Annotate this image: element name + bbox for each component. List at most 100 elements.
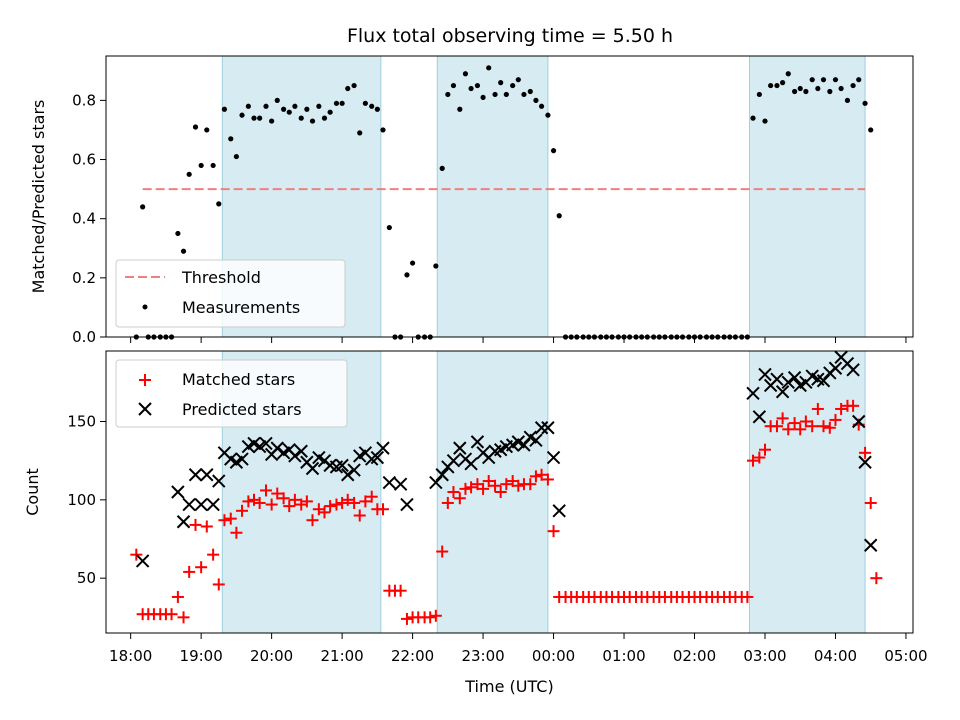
measurement-point-34 (333, 100, 340, 106)
matched-point-115 (806, 420, 819, 433)
measurement-point-108 (768, 82, 774, 89)
measurement-point-51 (433, 263, 439, 269)
matched-point-24 (271, 487, 284, 500)
measurement-point-32 (321, 115, 328, 121)
measurement-point-72 (556, 213, 562, 219)
matched-point-25 (277, 492, 290, 505)
measurement-point-24 (274, 97, 280, 103)
measurement-point-47 (409, 260, 416, 266)
measurement-point-68 (533, 97, 539, 103)
count-panel-frame (105, 350, 914, 634)
matched-point-68 (529, 470, 542, 483)
measurement-point-38 (357, 130, 363, 136)
measurement-point-55 (457, 106, 463, 112)
top-ytick-label-0: 0.0 (72, 328, 96, 346)
matched-point-71 (547, 525, 560, 538)
bottom-xtick-label-4: 22:00 (391, 647, 434, 665)
measurement-point-13 (210, 162, 216, 169)
measurement-point-64 (510, 82, 516, 89)
matched-point-22 (259, 484, 272, 497)
matched-point-56 (459, 482, 472, 495)
measurement-point-14 (216, 201, 222, 207)
predicted-point-37 (382, 475, 397, 490)
predicted-point-22 (294, 444, 308, 458)
predicted-point-58 (534, 421, 549, 435)
measurement-point-33 (327, 109, 333, 115)
measurement-point-62 (498, 80, 504, 86)
measurement-point-37 (351, 82, 357, 89)
matched-point-10 (189, 518, 202, 531)
legend-predicted-label: Predicted stars (182, 400, 302, 419)
matched-point-54 (447, 486, 460, 498)
measurement-point-71 (550, 148, 557, 154)
matched-point-65 (512, 479, 525, 492)
measurement-point-21 (257, 115, 263, 121)
predicted-point-35 (370, 450, 385, 465)
predicted-point-61 (552, 504, 566, 518)
matched-point-112 (788, 417, 801, 430)
measurement-point-52 (439, 165, 445, 171)
top-ytick-label-4: 0.8 (72, 91, 96, 109)
matched-point-12 (200, 520, 213, 533)
predicted-point-0 (135, 554, 150, 568)
measurement-point-115 (809, 77, 815, 83)
x-axis-ticks-bottom: 18:00 19:00 20:00 21:00 22:00 23:00 00:00 01:00… (109, 633, 928, 665)
predicted-point-44 (453, 441, 467, 455)
measurement-point-67 (527, 88, 533, 95)
predicted-point-67 (775, 385, 790, 399)
predicted-point-36 (376, 441, 390, 455)
measurement-point-117 (820, 77, 827, 83)
measurement-point-30 (309, 118, 316, 124)
matched-point-34 (330, 498, 343, 511)
predicted-point-68 (781, 375, 795, 390)
predicted-point-5 (194, 497, 208, 512)
matched-point-62 (494, 486, 507, 498)
measurement-point-15 (221, 106, 228, 112)
matched-point-50 (424, 611, 437, 624)
measurement-point-61 (492, 91, 498, 98)
predicted-point-79 (846, 363, 860, 377)
matched-point-67 (524, 478, 537, 491)
matched-point-11 (195, 561, 208, 574)
predicted-point-1 (171, 485, 185, 499)
matched-point-21 (253, 496, 266, 509)
count-legend: Matched stars Predicted stars (115, 359, 348, 428)
predicted-point-64 (758, 367, 772, 382)
measurement-point-41 (374, 106, 380, 112)
matched-point-7 (171, 590, 184, 603)
matched-point-111 (782, 423, 795, 436)
matched-point-32 (318, 506, 331, 519)
predicted-point-12 (235, 452, 249, 466)
measurement-point-16 (228, 136, 234, 142)
predicted-point-80 (852, 414, 866, 429)
predicted-point-31 (347, 463, 361, 477)
bottom-xtick-label-7: 01:00 (602, 647, 645, 665)
predicted-point-82 (864, 538, 878, 552)
predicted-point-76 (828, 361, 843, 375)
measurement-point-59 (480, 94, 486, 101)
measurement-point-29 (304, 106, 310, 112)
matched-point-122 (847, 399, 860, 412)
measurement-point-39 (362, 100, 368, 106)
matched-point-14 (212, 578, 225, 591)
top-span-2 (749, 56, 866, 337)
measurement-point-46 (404, 272, 410, 278)
matched-point-18 (236, 504, 249, 517)
measurement-point-35 (339, 100, 345, 106)
measurement-point-109 (774, 82, 780, 89)
matched-point-59 (477, 482, 490, 495)
matched-point-23 (265, 498, 278, 511)
measurement-point-28 (298, 115, 304, 121)
measurement-point-124 (862, 100, 868, 106)
x-axis-label-time: Time (UTC) (464, 677, 553, 696)
top-ytick-label-3: 0.6 (72, 151, 96, 169)
predicted-point-81 (858, 455, 872, 469)
measurement-point-22 (263, 103, 269, 109)
top-span-1 (437, 56, 548, 337)
top-ytick-label-2: 0.4 (72, 210, 96, 228)
chart-title: Flux total observing time = 5.50 h (347, 25, 673, 47)
measurement-point-19 (245, 103, 251, 109)
measurement-point-42 (380, 127, 386, 133)
matched-point-117 (817, 420, 830, 433)
